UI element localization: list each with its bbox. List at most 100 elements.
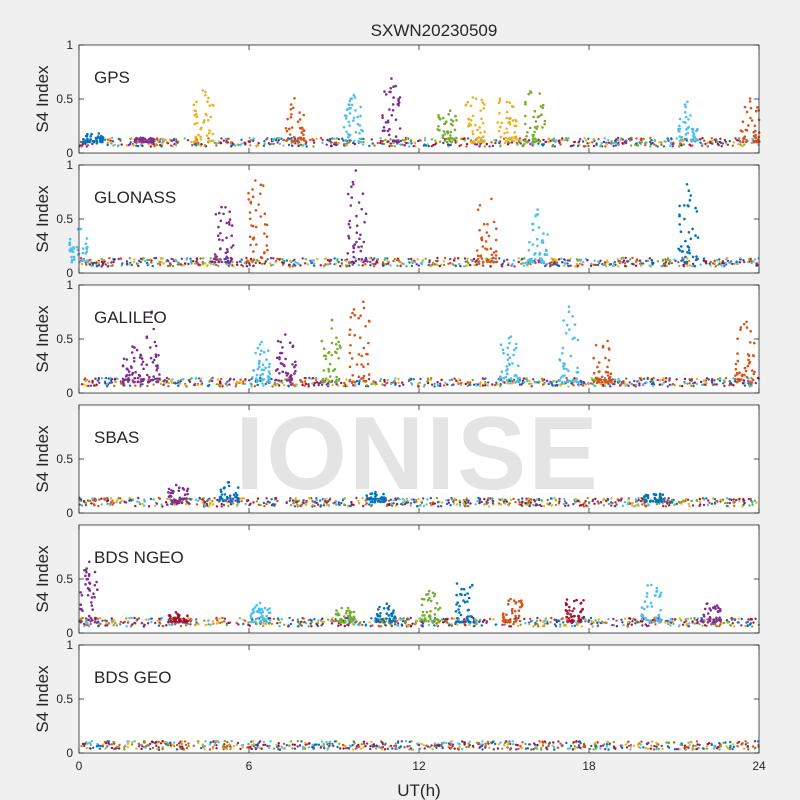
data-point <box>630 623 633 626</box>
spike-point <box>291 363 294 366</box>
data-point <box>289 260 293 264</box>
spike-point <box>286 117 289 121</box>
data-point <box>448 379 451 382</box>
data-point <box>178 382 182 385</box>
spike-point <box>571 315 574 318</box>
data-point <box>322 264 326 268</box>
spike-point <box>288 133 292 136</box>
data-point <box>683 621 686 624</box>
data-point <box>313 618 316 621</box>
data-point <box>493 383 497 387</box>
data-point <box>203 144 207 147</box>
data-point <box>137 259 141 262</box>
spike-point <box>660 500 664 504</box>
spike-point <box>169 617 172 620</box>
data-point <box>370 263 373 266</box>
spike-point <box>358 237 361 241</box>
spike-point <box>347 134 351 137</box>
data-point <box>226 384 229 387</box>
data-point <box>130 137 133 140</box>
data-point <box>232 265 235 268</box>
spike-point <box>82 137 85 141</box>
spike-point <box>501 348 505 352</box>
data-point <box>584 500 587 503</box>
spike-point <box>684 255 687 259</box>
spike-point <box>263 251 266 255</box>
spike-point <box>384 498 387 501</box>
data-point <box>283 623 286 626</box>
data-point <box>545 140 548 143</box>
data-point <box>276 257 279 260</box>
data-point <box>724 377 728 380</box>
data-point <box>420 500 423 503</box>
spike-point <box>101 140 104 144</box>
spike-point <box>359 233 362 237</box>
spike-point <box>261 184 265 187</box>
data-point <box>337 501 340 504</box>
data-point <box>453 617 456 620</box>
spike-point <box>476 140 480 144</box>
data-point <box>182 378 185 381</box>
data-point <box>506 143 510 146</box>
data-point <box>304 262 307 265</box>
data-point <box>404 139 407 142</box>
spike-point <box>351 380 354 384</box>
spike-point <box>371 500 374 504</box>
data-point <box>484 503 487 506</box>
spike-point <box>360 128 363 132</box>
data-point <box>334 618 337 621</box>
data-point <box>365 502 368 505</box>
data-point <box>234 144 237 147</box>
data-point <box>699 138 702 141</box>
data-point <box>106 143 109 147</box>
spike-point <box>686 245 689 248</box>
data-point <box>715 625 719 628</box>
data-point <box>430 138 434 141</box>
spike-point <box>290 140 294 143</box>
spike-point <box>183 493 187 497</box>
data-point <box>283 383 286 387</box>
data-point <box>387 499 391 502</box>
data-point <box>98 381 101 384</box>
data-point <box>355 620 358 623</box>
data-point <box>700 144 704 148</box>
spike-point <box>473 140 476 144</box>
spike-point <box>449 134 452 137</box>
data-point <box>735 260 738 263</box>
data-point <box>299 264 302 267</box>
data-point <box>85 263 88 266</box>
spike-point <box>265 223 269 227</box>
data-point <box>458 262 461 266</box>
data-point <box>109 497 113 500</box>
data-point <box>729 624 733 627</box>
spike-point <box>265 235 269 238</box>
data-point <box>321 617 324 620</box>
data-point <box>570 624 574 628</box>
spike-point <box>86 593 90 597</box>
data-point <box>266 258 269 261</box>
data-point <box>304 382 308 386</box>
data-point <box>324 257 328 260</box>
data-point <box>466 504 469 508</box>
data-point <box>214 263 218 267</box>
data-point <box>262 144 266 148</box>
data-point <box>330 142 333 145</box>
data-point <box>514 500 517 504</box>
data-point <box>410 264 413 268</box>
data-point <box>136 500 139 503</box>
data-point <box>703 624 707 627</box>
spike-point <box>561 346 565 350</box>
data-point <box>627 498 630 501</box>
spike-point <box>357 316 361 320</box>
data-point <box>393 623 397 626</box>
data-point <box>566 259 570 262</box>
data-point <box>127 143 130 147</box>
spike-point <box>268 380 272 384</box>
data-point <box>140 621 143 625</box>
data-point <box>678 264 681 268</box>
data-point <box>546 262 549 265</box>
data-point <box>541 620 545 623</box>
data-point <box>740 617 743 621</box>
spike-point <box>607 348 611 351</box>
